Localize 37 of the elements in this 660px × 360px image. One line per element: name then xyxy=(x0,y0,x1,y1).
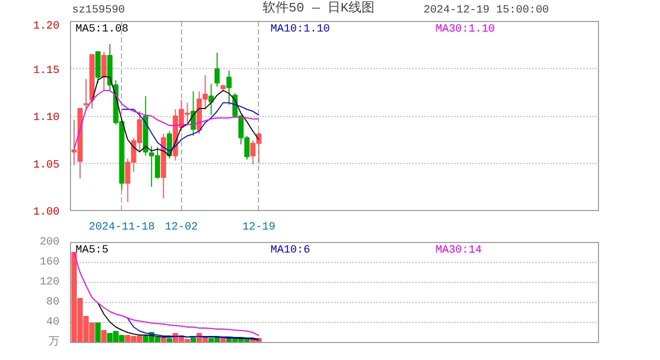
x-tick-label: 12-02 xyxy=(164,222,198,234)
line-series xyxy=(74,252,260,336)
text: 2024-12-19 15:00:00 xyxy=(423,4,549,16)
text: MA10:1.10 xyxy=(270,24,330,36)
candlestick xyxy=(226,70,232,106)
candlestick xyxy=(208,83,214,116)
candlestick xyxy=(101,51,106,91)
candlestick xyxy=(83,78,89,109)
text: MA5:1.08 xyxy=(76,24,128,36)
y-tick-label: 160 xyxy=(40,256,60,268)
text: MA5:5 xyxy=(76,244,109,256)
text: MA10:6 xyxy=(270,244,310,256)
bar xyxy=(95,322,101,342)
text: 软件50 — 日K线图 xyxy=(262,0,374,16)
candlestick xyxy=(190,90,196,136)
y-tick-label: 80 xyxy=(46,296,60,308)
y-tick-label: 1.10 xyxy=(33,112,60,124)
bar xyxy=(190,337,196,342)
y-tick-label: 1.05 xyxy=(33,159,60,172)
y-tick-label: 200 xyxy=(40,236,60,248)
bar xyxy=(101,330,107,342)
x-tick-label: 12-19 xyxy=(242,222,276,234)
y-tick-label: 万 xyxy=(48,336,60,348)
y-tick-label: 120 xyxy=(40,276,60,288)
text: MA30:14 xyxy=(436,244,482,256)
y-tick-label: 40 xyxy=(46,316,60,328)
text: sz159590 xyxy=(72,4,125,16)
bar xyxy=(220,338,226,342)
line-series xyxy=(97,302,260,340)
text: MA30:1.10 xyxy=(436,24,495,36)
x-tick-label: 2024-11-18 xyxy=(88,222,155,234)
y-tick-label: 1.15 xyxy=(33,64,60,77)
y-tick-label: 1.20 xyxy=(33,20,60,32)
y-tick-label: 1.00 xyxy=(33,206,60,218)
line-series xyxy=(127,318,260,340)
candlestick xyxy=(214,52,220,88)
bar xyxy=(166,338,172,342)
